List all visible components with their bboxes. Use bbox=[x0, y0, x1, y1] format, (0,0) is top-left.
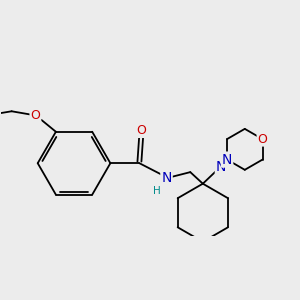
Text: N: N bbox=[216, 160, 226, 173]
Text: O: O bbox=[136, 124, 146, 137]
Text: H: H bbox=[153, 186, 161, 196]
Text: N: N bbox=[161, 171, 172, 185]
Text: O: O bbox=[31, 109, 40, 122]
Text: N: N bbox=[222, 153, 232, 166]
Text: O: O bbox=[258, 133, 268, 146]
